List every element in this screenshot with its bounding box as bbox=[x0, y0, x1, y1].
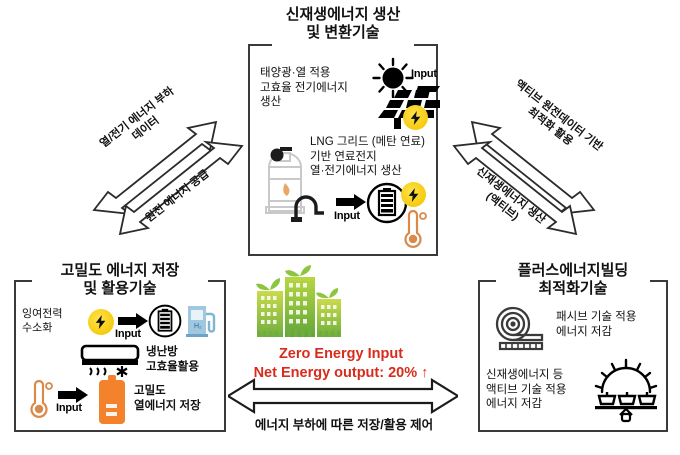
bolt-badge-icon-2 bbox=[401, 182, 426, 207]
gas-tank-icon bbox=[265, 147, 305, 214]
panel-plus-energy-building-title: 플러스에너지빌딩 최적화기술 bbox=[517, 262, 629, 298]
green-building-icon bbox=[256, 265, 341, 337]
bottom-arrow-label: 에너지 부하에 따른 저장/활용 제어 bbox=[254, 418, 434, 432]
left-item-1-text: 잉여전력 수소화 bbox=[22, 308, 63, 335]
left-item-1-input-label: Input bbox=[115, 328, 141, 340]
panel-energy-storage-title-gap bbox=[32, 278, 208, 282]
battery-icon-left bbox=[148, 304, 182, 338]
top-item-1-text: 태양광·열 적용 고효율 전기에너지 생산 bbox=[260, 67, 348, 109]
top-item-2-text: LNG 그리드 (메탄 연료) 기반 연료전지 열·전기에너지 생산 bbox=[310, 136, 425, 178]
panel-plus-energy-title-gap bbox=[496, 278, 650, 282]
arrow-right-icon-left-1 bbox=[118, 313, 148, 329]
panel-title-gap bbox=[272, 42, 414, 46]
top-item-1-input-label: Input bbox=[411, 68, 437, 80]
watermark bbox=[612, 438, 615, 445]
panel-energy-storage-title: 고밀도 에너지 저장 및 활용기술 bbox=[60, 262, 180, 298]
panel-plus-energy-building: 플러스에너지빌딩 최적화기술 패시브 기술 적용 에너지 저감 신재생에너지 등… bbox=[478, 262, 668, 432]
right-item-2-text: 신재생에너지 등 액티브 기술 적용 에너지 저감 bbox=[486, 369, 567, 411]
top-item-2-input-label: Input bbox=[334, 210, 360, 222]
hydrogen-pump-icon: H₂ bbox=[186, 306, 216, 337]
thermometer-icon-top bbox=[404, 209, 427, 248]
left-item-2-text: 냉난방 고효율활용 bbox=[146, 346, 199, 373]
panel-renewable-generation-title: 신재생에너지 생산 및 변환기술 bbox=[285, 6, 401, 42]
left-item-3-input-label: Input bbox=[56, 402, 82, 414]
arrow-right-icon-left-2 bbox=[58, 387, 88, 403]
center-headline: Zero Energy Input Net Energy output: 20%… bbox=[236, 345, 446, 383]
air-conditioner-icon bbox=[80, 344, 140, 377]
insulation-roll-icon bbox=[495, 306, 544, 351]
bolt-badge-icon-1 bbox=[403, 105, 428, 130]
pipe-icon bbox=[291, 195, 324, 222]
thermal-storage-icon bbox=[99, 375, 125, 424]
solar-array-icon bbox=[594, 358, 658, 423]
thermometer-icon-left bbox=[30, 379, 53, 418]
left-item-3-text: 고밀도 열에너지 저장 bbox=[134, 385, 201, 412]
center-headline-line2: Net Energy output: 20% ↑ bbox=[253, 365, 429, 382]
center-headline-line1: Zero Energy Input bbox=[278, 346, 404, 362]
right-arrow-down bbox=[452, 140, 578, 236]
panel-energy-storage: 고밀도 에너지 저장 및 활용기술 잉여전력 수소화 Input H₂ bbox=[14, 262, 226, 432]
panel-renewable-generation: 신재생에너지 생산 및 변환기술 태양광·열 적용 고효율 전기에너지 생산 I… bbox=[248, 6, 440, 256]
left-arrow-down bbox=[118, 140, 244, 236]
bottom-double-arrow bbox=[228, 378, 458, 414]
bolt-badge-icon-3 bbox=[88, 309, 114, 335]
sun-icon bbox=[372, 57, 414, 98]
svg-text:H₂: H₂ bbox=[194, 323, 202, 330]
right-item-1-text: 패시브 기술 적용 에너지 저감 bbox=[556, 311, 637, 338]
arrow-right-icon-top bbox=[336, 194, 366, 210]
